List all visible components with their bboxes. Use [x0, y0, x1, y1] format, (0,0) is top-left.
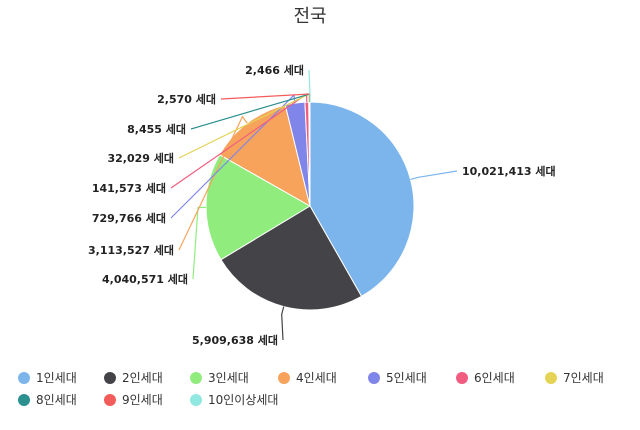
legend-item-4[interactable]: 4인세대: [278, 371, 337, 385]
pie-slice-3[interactable]: [205, 154, 311, 261]
legend-marker-7: [545, 372, 557, 384]
legend-item-5[interactable]: 5인세대: [368, 371, 427, 385]
connector-line-3: [192, 206, 207, 280]
data-label-2: 5,909,638 세대: [192, 333, 278, 347]
legend-label-10: 10인이상세대: [208, 393, 278, 407]
legend-item-1[interactable]: 1인세대: [18, 371, 77, 385]
legend-marker-3: [190, 372, 202, 384]
connector-line-10: [308, 69, 311, 102]
chart-title: 전국: [293, 6, 326, 27]
pie-slice-1[interactable]: [309, 101, 415, 298]
data-label-6: 141,573 세대: [92, 181, 166, 195]
data-label-8: 8,455 세대: [127, 122, 186, 136]
connector-line-2: [281, 306, 285, 341]
legend-marker-6: [456, 372, 468, 384]
legend-item-2[interactable]: 2인세대: [104, 371, 163, 385]
legend-label-7: 7인세대: [563, 371, 604, 385]
connector-line-1: [410, 170, 458, 180]
legend-marker-4: [278, 372, 290, 384]
connector-line-4: [178, 115, 248, 251]
legend-label-1: 1인세대: [36, 371, 77, 385]
legend-marker-10: [190, 394, 202, 406]
legend-marker-1: [18, 372, 30, 384]
legend-label-9: 9인세대: [122, 393, 163, 407]
legend-label-8: 8인세대: [36, 393, 77, 407]
legend-label-6: 6인세대: [474, 371, 515, 385]
legend-label-2: 2인세대: [122, 371, 163, 385]
legend-marker-8: [18, 394, 30, 406]
legend-label-4: 4인세대: [296, 371, 337, 385]
legend-item-7[interactable]: 7인세대: [545, 371, 604, 385]
legend-label-5: 5인세대: [386, 371, 427, 385]
pie-slice-2[interactable]: [220, 205, 363, 311]
legend-item-9[interactable]: 9인세대: [104, 393, 163, 407]
data-label-4: 3,113,527 세대: [88, 243, 174, 257]
data-label-5: 729,766 세대: [92, 211, 166, 225]
legend-item-8[interactable]: 8인세대: [18, 393, 77, 407]
data-label-10: 2,466 세대: [245, 63, 304, 77]
legend-marker-5: [368, 372, 380, 384]
legend-marker-2: [104, 372, 116, 384]
legend-marker-9: [104, 394, 116, 406]
data-label-7: 32,029 세대: [107, 151, 174, 165]
data-label-9: 2,570 세대: [157, 92, 216, 106]
legend-item-6[interactable]: 6인세대: [456, 371, 515, 385]
data-label-1: 10,021,413 세대: [462, 164, 556, 178]
legend-item-10[interactable]: 10인이상세대: [190, 393, 278, 407]
data-label-3: 4,040,571 세대: [102, 272, 188, 286]
legend-label-3: 3인세대: [208, 371, 249, 385]
legend-item-3[interactable]: 3인세대: [190, 371, 249, 385]
